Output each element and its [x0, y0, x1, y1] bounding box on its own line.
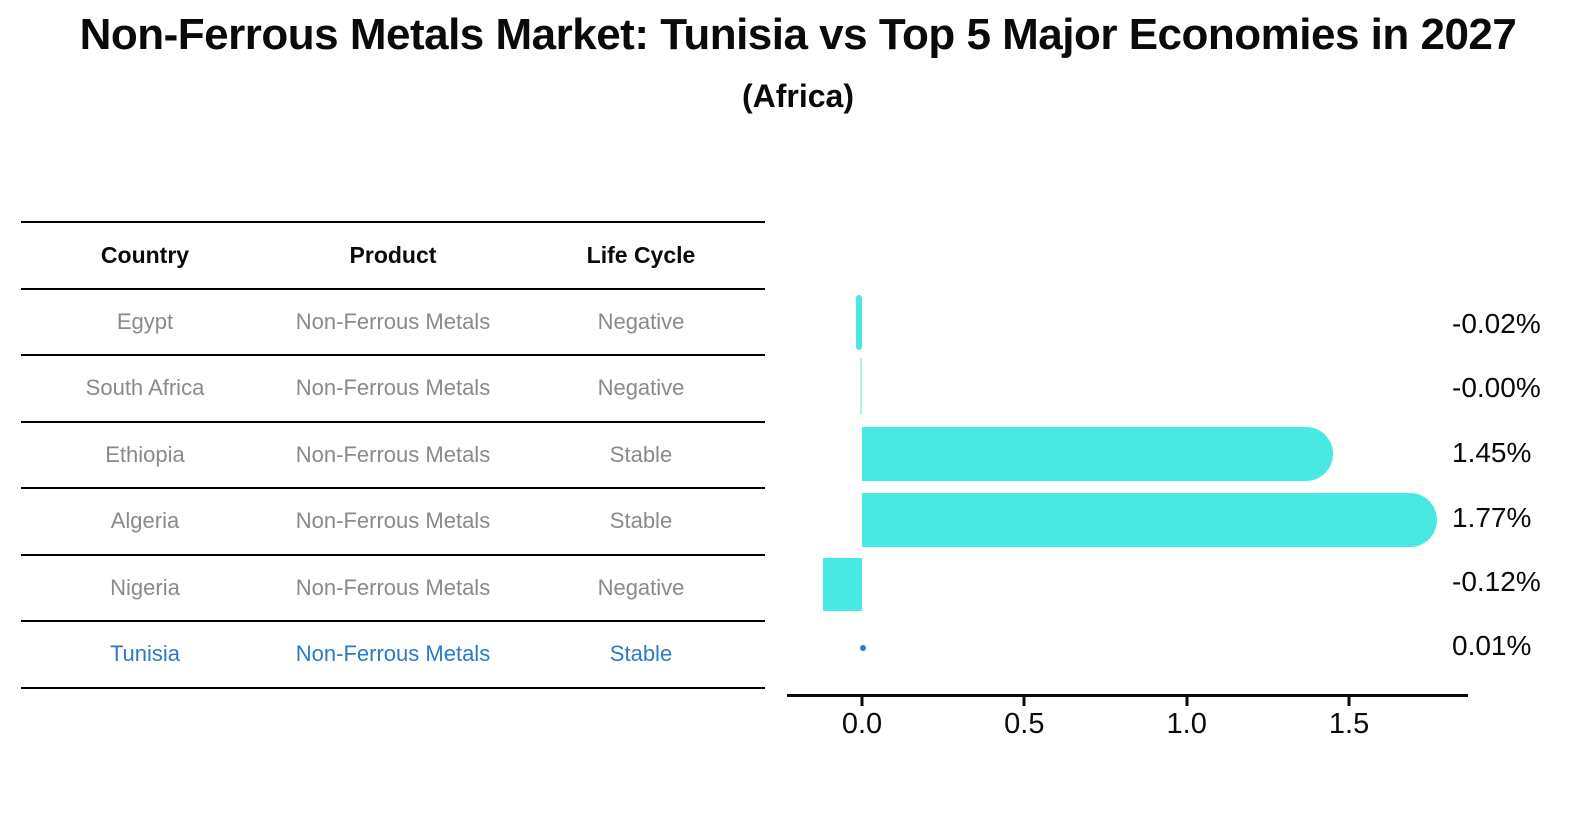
- cell-life-cycle: Negative: [597, 375, 685, 401]
- x-axis-tick: [1185, 697, 1189, 706]
- cell-product: Non-Ferrous Metals: [295, 574, 491, 600]
- cell-life-cycle: Stable: [609, 508, 673, 534]
- value-label-south-africa: -0.00%: [1452, 372, 1541, 403]
- comparison-table: Country Product Life Cycle Egypt Non-Fer…: [21, 221, 765, 689]
- bar-egypt: [855, 295, 862, 350]
- header-cell-life-cycle: Life Cycle: [586, 241, 696, 268]
- cell-life-cycle: Stable: [609, 641, 673, 667]
- value-label-ethiopia: 1.45%: [1452, 437, 1532, 468]
- value-label-nigeria: -0.12%: [1452, 566, 1541, 597]
- x-axis-tick-label: 1.0: [1166, 708, 1207, 740]
- cell-life-cycle: Negative: [597, 308, 685, 334]
- cell-product: Non-Ferrous Metals: [295, 641, 491, 667]
- cell-life-cycle: Stable: [609, 441, 673, 467]
- bar-nigeria: [823, 558, 862, 611]
- table-row-algeria: Algeria Non-Ferrous Metals Stable: [21, 487, 765, 554]
- x-axis-line: [787, 694, 1468, 697]
- header-cell-country: Country: [100, 241, 190, 268]
- cell-product: Non-Ferrous Metals: [295, 375, 491, 401]
- x-axis-tick-label: 0.0: [841, 708, 883, 740]
- table-header-row: Country Product Life Cycle: [21, 221, 765, 288]
- cell-country: Egypt: [116, 308, 174, 334]
- table-row-tunisia: Tunisia Non-Ferrous Metals Stable: [21, 620, 765, 687]
- table-row-ethiopia: Ethiopia Non-Ferrous Metals Stable: [21, 420, 765, 488]
- cell-country: Ethiopia: [105, 441, 185, 467]
- header-cell-product: Product: [349, 241, 437, 268]
- table-row-south-africa: South Africa Non-Ferrous Metals Negative: [21, 354, 765, 421]
- cell-country: Tunisia: [109, 641, 181, 667]
- table-row-nigeria: Nigeria Non-Ferrous Metals Negative: [21, 553, 765, 621]
- bar-ethiopia: [862, 427, 1333, 481]
- x-axis-tick-label: 1.5: [1328, 708, 1370, 740]
- page-subtitle: (Africa): [741, 78, 854, 114]
- value-label-tunisia: 0.01%: [1452, 630, 1532, 661]
- tunisia-dotted-marker: [859, 620, 867, 676]
- x-axis-tick-label: 0.5: [1004, 708, 1045, 740]
- cell-country: Nigeria: [110, 574, 180, 600]
- x-axis-tick: [1347, 697, 1351, 706]
- bar-south-africa: [860, 358, 862, 415]
- page-title: Non-Ferrous Metals Market: Tunisia vs To…: [79, 10, 1517, 59]
- value-label-algeria: 1.77%: [1452, 502, 1532, 533]
- cell-product: Non-Ferrous Metals: [295, 441, 491, 467]
- x-axis-tick: [1022, 697, 1026, 706]
- cell-product: Non-Ferrous Metals: [295, 508, 491, 534]
- cell-life-cycle: Negative: [597, 574, 685, 600]
- cell-product: Non-Ferrous Metals: [295, 308, 491, 334]
- bar-algeria: [862, 493, 1437, 547]
- cell-country: South Africa: [85, 375, 205, 401]
- x-axis-tick: [860, 697, 864, 706]
- value-label-egypt: -0.02%: [1452, 308, 1541, 339]
- cell-country: Algeria: [110, 508, 180, 534]
- table-row-egypt: Egypt Non-Ferrous Metals Negative: [21, 287, 765, 355]
